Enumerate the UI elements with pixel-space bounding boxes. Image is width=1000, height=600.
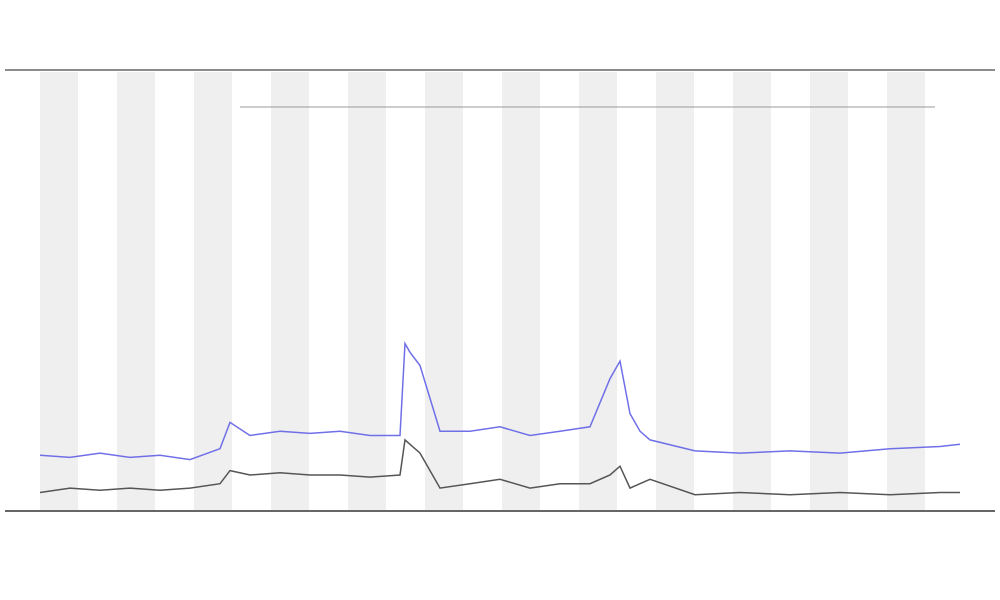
band (117, 72, 155, 510)
band (579, 72, 617, 510)
series-line (39, 341, 961, 461)
shaded-bands (40, 72, 925, 510)
band (40, 72, 78, 510)
band (656, 72, 694, 510)
band (271, 72, 309, 510)
band (502, 72, 540, 510)
band (733, 72, 771, 510)
band (887, 72, 925, 510)
band (425, 72, 463, 510)
band (810, 72, 848, 510)
series-line (39, 438, 960, 496)
band (194, 72, 232, 510)
plot-area (39, 341, 961, 496)
band (348, 72, 386, 510)
